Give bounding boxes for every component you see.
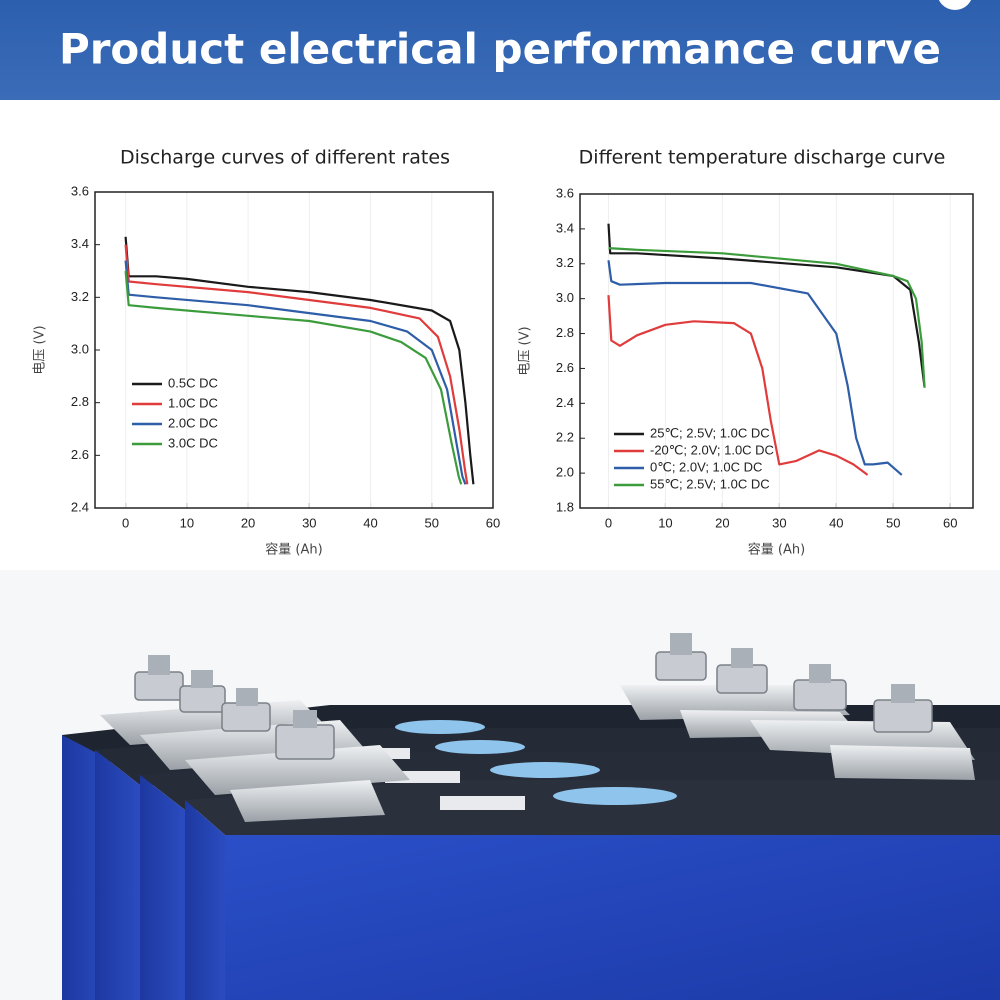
y-tick-label: 1.8 [556,499,574,514]
bolt [670,633,692,655]
cell-side [95,750,140,1000]
x-tick-label: 10 [180,515,194,530]
y-tick-label: 2.4 [556,395,574,410]
vent [395,720,485,734]
y-tick-label: 3.0 [556,290,574,305]
nut [221,702,271,732]
plot-frame [579,193,974,509]
y-tick-label: 2.0 [556,465,574,480]
cell-side [185,800,225,1000]
bolt [148,655,170,675]
y-tick-label: 3.2 [556,255,574,270]
x-tick-label: 30 [302,515,316,530]
nut [655,651,707,681]
vent [490,762,600,778]
x-tick-label: 60 [486,515,500,530]
bolt [731,648,753,668]
series-line [607,260,903,476]
cell-side [140,775,185,1000]
x-tick-label: 50 [425,515,439,530]
series-line [608,247,926,388]
y-tick-label: 2.4 [71,499,89,514]
chart-title: Different temperature discharge curve [579,147,946,169]
y-tick-label: 3.2 [71,289,89,304]
nut [793,679,847,711]
x-tick-label: 60 [943,515,957,530]
y-tick-label: 2.6 [71,447,89,462]
series-line [607,295,869,476]
y-tick-label: 3.0 [71,341,89,356]
x-tick-label: 40 [829,515,843,530]
y-axis-label: 电压 (V) [518,326,533,375]
y-tick-label: 3.6 [556,185,574,200]
cell-face [225,835,1000,1000]
legend-label: -20℃; 2.0V; 1.0C DC [650,442,774,457]
legend-label: 55℃; 2.5V; 1.0C DC [650,476,770,491]
x-axis-label: 容量 (Ah) [748,542,805,558]
bolt [236,688,258,706]
busbar [830,745,975,780]
battery-photo [62,633,1000,1000]
bolt [809,664,831,683]
chart-title: Discharge curves of different rates [120,147,450,169]
bolt [891,684,915,703]
nut [134,671,184,701]
nut [275,724,335,760]
series-line [124,260,467,485]
bolt [191,670,213,688]
y-tick-label: 2.8 [556,325,574,340]
x-tick-label: 20 [715,515,729,530]
x-tick-label: 0 [122,515,129,530]
y-tick-label: 2.8 [71,394,89,409]
x-tick-label: 10 [658,515,672,530]
corner-button[interactable] [937,0,973,10]
legend-label: 3.0C DC [168,435,218,450]
series-line [124,236,475,485]
y-axis-label: 电压 (V) [33,325,48,374]
x-tick-label: 30 [772,515,786,530]
header-band [0,0,1000,100]
busbar [230,780,385,822]
y-tick-label: 3.6 [71,183,89,198]
x-tick-label: 0 [605,515,612,530]
page-title: Product electrical performance curve [59,25,941,74]
x-tick-label: 50 [886,515,900,530]
x-tick-label: 20 [241,515,255,530]
legend-label: 0℃; 2.0V; 1.0C DC [650,459,762,474]
nut [179,685,226,713]
vent [553,787,677,805]
y-tick-label: 3.4 [71,236,89,251]
busbar [620,685,850,720]
series-line [124,244,469,485]
nut [716,664,768,694]
legend-label: 25℃; 2.5V; 1.0C DC [650,425,770,440]
legend-label: 2.0C DC [168,415,218,430]
legend-label: 0.5C DC [168,375,218,390]
nut [873,699,933,733]
bolt [293,710,317,728]
legend-label: 1.0C DC [168,395,218,410]
series-line [607,223,926,388]
plot-frame [94,191,494,509]
x-tick-label: 40 [363,515,377,530]
cell-top [185,780,1000,835]
x-axis-label: 容量 (Ah) [265,542,322,558]
y-tick-label: 2.6 [556,360,574,375]
y-tick-label: 2.2 [556,430,574,445]
label-patch [440,796,525,810]
series-line [124,270,463,485]
y-tick-label: 3.4 [556,220,574,235]
vent [435,740,525,754]
